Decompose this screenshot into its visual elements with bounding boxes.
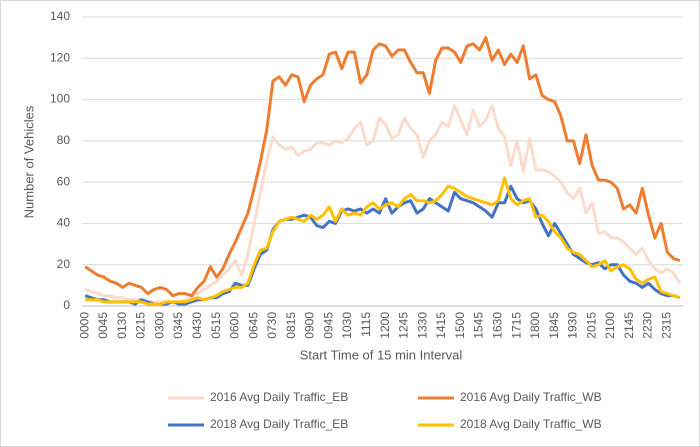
x-tick-label: 0730: [265, 312, 279, 339]
x-tick-label: 2315: [660, 312, 674, 339]
x-tick-label: 0000: [77, 312, 91, 339]
x-axis-title: Start Time of 15 min Interval: [300, 347, 463, 362]
x-tick-label: 1545: [472, 312, 486, 339]
y-tick-label: 0: [63, 298, 70, 312]
x-tick-label: 0130: [115, 312, 129, 339]
y-tick-label: 140: [50, 9, 70, 23]
x-tick-label: 0945: [321, 312, 335, 339]
legend-label: 2016 Avg Daily Traffic_EB: [210, 390, 348, 404]
legend-label: 2016 Avg Daily Traffic_WB: [460, 390, 602, 404]
x-tick-label: 1715: [509, 312, 523, 339]
y-tick-label: 20: [57, 257, 71, 271]
x-tick-label: 1500: [453, 312, 467, 339]
legend-label: 2018 Avg Daily Traffic_WB: [460, 417, 602, 431]
x-tick-label: 2015: [584, 312, 598, 339]
y-tick-label: 120: [50, 50, 70, 64]
y-tick-label: 60: [57, 174, 71, 188]
x-tick-label: 0645: [246, 312, 260, 339]
x-tick-label: 1630: [490, 312, 504, 339]
series-line: [84, 104, 682, 304]
x-tick-label: 1800: [528, 312, 542, 339]
x-tick-label: 0900: [303, 312, 317, 339]
x-tick-label: 0300: [152, 312, 166, 339]
x-tick-label: 1415: [434, 312, 448, 339]
series-line: [85, 176, 681, 306]
x-tick-label: 0600: [228, 312, 242, 339]
x-tick-label: 2230: [641, 312, 655, 339]
x-tick-label: 0215: [134, 312, 148, 339]
x-tick-label: 1330: [415, 312, 429, 339]
y-tick-label: 40: [57, 216, 71, 230]
x-tick-label: 1245: [397, 312, 411, 339]
x-tick-label: 1200: [378, 312, 392, 339]
x-tick-label: 0430: [190, 312, 204, 339]
y-axis-title: Number of Vehicles: [21, 105, 36, 218]
legend-label: 2018 Avg Daily Traffic_EB: [210, 417, 348, 431]
x-tick-label: 2100: [603, 312, 617, 339]
series-line: [84, 36, 681, 298]
x-tick-label: 0345: [171, 312, 185, 339]
y-tick-label: 80: [57, 133, 71, 147]
x-tick-label: 2145: [622, 312, 636, 339]
x-tick-label: 0815: [284, 312, 298, 339]
x-tick-label: 1930: [566, 312, 580, 339]
x-tick-label: 1845: [547, 312, 561, 339]
x-tick-label: 1030: [340, 312, 354, 339]
x-tick-label: 0515: [209, 312, 223, 339]
x-tick-label: 0045: [96, 312, 110, 339]
x-tick-label: 1115: [359, 312, 373, 337]
y-tick-label: 100: [50, 92, 70, 106]
